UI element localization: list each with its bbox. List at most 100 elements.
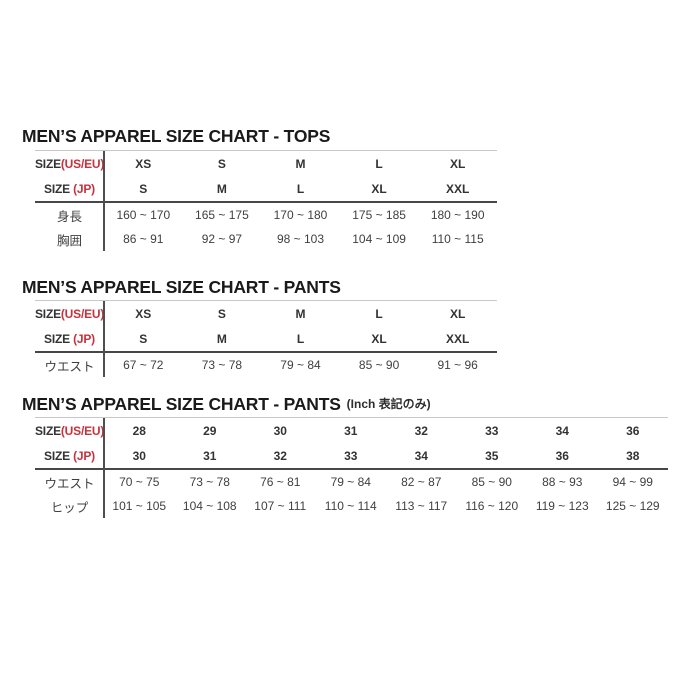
size-cell: 73 ~ 78	[189, 475, 230, 489]
row-label-accent: (JP)	[73, 181, 95, 196]
row-label: SIZE(US/EU)	[35, 307, 104, 321]
header-separator-line	[35, 351, 497, 353]
size-cell: 79 ~ 84	[330, 475, 371, 489]
size-cell: M	[295, 156, 306, 171]
size-cell: 34	[555, 423, 569, 438]
table-row: ウエスト 67 ~ 72 73 ~ 78 79 ~ 84 85 ~ 90 91 ~ 96	[35, 353, 497, 377]
table-row: SIZE (JP) S M L XL XXL	[35, 176, 497, 201]
size-cell: XXL	[446, 331, 470, 346]
row-label: SIZE(US/EU)	[35, 157, 104, 171]
size-cell: 170 ~ 180	[273, 208, 328, 222]
size-cell: M	[216, 181, 227, 196]
header-separator-line	[35, 201, 497, 203]
size-cell: 98 ~ 103	[276, 232, 324, 246]
row-label: ヒップ	[50, 500, 89, 515]
size-cell: 86 ~ 91	[123, 232, 164, 246]
size-cell: L	[296, 331, 305, 346]
row-label-main: SIZE	[44, 448, 74, 463]
size-cell: 29	[203, 423, 217, 438]
row-label: 身長	[56, 209, 82, 224]
size-cell: 104 ~ 109	[352, 232, 406, 246]
size-cell: XL	[450, 306, 466, 321]
size-cell: 30	[132, 448, 146, 463]
table-row: SIZE(US/EU) XS S M L XL	[35, 151, 497, 176]
size-cell: 30	[273, 423, 287, 438]
size-cell: L	[375, 306, 383, 321]
row-label: SIZE(US/EU)	[35, 424, 104, 438]
row-label-accent: (US/EU)	[60, 156, 105, 171]
size-cell: 101 ~ 105	[112, 499, 167, 513]
size-cell: 119 ~ 123	[535, 499, 589, 513]
row-label-main: SIZE	[44, 331, 74, 346]
row-label: ウエスト	[44, 359, 95, 374]
size-cell: 104 ~ 108	[182, 499, 237, 513]
size-cell: S	[139, 181, 148, 196]
label-column-divider-line	[103, 151, 105, 251]
pants-chart-title: MEN’S APPAREL SIZE CHART - PANTS	[22, 277, 341, 298]
size-cell: 38	[626, 448, 640, 463]
row-label: SIZE (JP)	[35, 332, 104, 346]
size-cell: 76 ~ 81	[260, 475, 301, 489]
size-cell: 35	[485, 448, 499, 463]
size-cell: M	[216, 331, 227, 346]
row-label-main: SIZE	[35, 306, 61, 321]
tops-size-table: SIZE(US/EU) XS S M L XL SIZE (JP) S M L XL XXL 身長 160…	[35, 150, 497, 251]
size-cell: 85 ~ 90	[358, 358, 400, 372]
size-cell: 67 ~ 72	[123, 358, 164, 372]
size-cell: 36	[555, 448, 569, 463]
pants-inch-chart-title-text: MEN’S APPAREL SIZE CHART - PANTS	[22, 394, 341, 414]
row-label: SIZE (JP)	[35, 449, 104, 463]
size-cell: XS	[135, 306, 152, 321]
tops-chart-title-text: MEN’S APPAREL SIZE CHART - TOPS	[22, 126, 331, 146]
row-label-main: SIZE	[35, 423, 61, 438]
size-cell: XS	[135, 156, 152, 171]
size-cell: 73 ~ 78	[201, 358, 243, 372]
row-label: ウエスト	[44, 476, 95, 491]
size-cell: 33	[485, 423, 499, 438]
size-cell: 107 ~ 111	[254, 499, 307, 513]
size-cell: 175 ~ 185	[352, 208, 406, 222]
row-label-accent: (JP)	[73, 331, 95, 346]
size-cell: S	[217, 306, 226, 321]
size-cell: XL	[450, 156, 466, 171]
size-cell: 36	[626, 423, 640, 438]
table-row: 胸囲 86 ~ 91 92 ~ 97 98 ~ 103 104 ~ 109 110 ~ 1…	[35, 227, 497, 251]
size-cell: L	[296, 181, 305, 196]
size-cell: XL	[371, 181, 387, 196]
size-cell: 34	[414, 448, 428, 463]
row-label-main: SIZE	[35, 156, 61, 171]
size-cell: S	[139, 331, 148, 346]
size-cell: 70 ~ 75	[119, 475, 160, 489]
pants-inch-size-table: SIZE(US/EU) 28 29 30 31 32 33 34 36 SIZE (JP) 30 31…	[35, 417, 668, 518]
size-cell: 94 ~ 99	[612, 475, 653, 489]
size-cell: 33	[344, 448, 358, 463]
pants-inch-chart-title: MEN’S APPAREL SIZE CHART - PANTS (Inch 表記…	[22, 394, 431, 415]
size-cell: 110 ~ 114	[324, 499, 377, 513]
table-row: ヒップ 101 ~ 105 104 ~ 108 107 ~ 111 110 ~ 114 1…	[35, 494, 668, 518]
size-cell: 82 ~ 87	[401, 475, 442, 489]
label-column-divider-line	[103, 418, 105, 518]
row-label-accent: (JP)	[73, 448, 95, 463]
table-row: 身長 160 ~ 170 165 ~ 175 170 ~ 180 175 ~ 185 18…	[35, 203, 497, 227]
size-cell: XL	[371, 331, 387, 346]
table-row: SIZE (JP) S M L XL XXL	[35, 326, 497, 351]
size-cell: 92 ~ 97	[201, 232, 243, 246]
size-cell: 110 ~ 115	[431, 232, 484, 246]
size-cell: S	[217, 156, 226, 171]
pants-size-table: SIZE(US/EU) XS S M L XL SIZE (JP) S M L XL XXL ウエスト 6…	[35, 300, 497, 377]
size-cell: L	[375, 156, 383, 171]
size-cell: 79 ~ 84	[280, 358, 321, 372]
size-cell: XXL	[446, 181, 470, 196]
tops-chart-title: MEN’S APPAREL SIZE CHART - TOPS	[22, 126, 330, 147]
row-label: SIZE (JP)	[35, 182, 104, 196]
size-cell: 32	[414, 423, 428, 438]
row-label-accent: (US/EU)	[60, 306, 105, 321]
size-cell: 85 ~ 90	[471, 475, 512, 489]
row-label: 胸囲	[56, 233, 82, 248]
header-separator-line	[35, 468, 668, 470]
size-cell: 32	[273, 448, 287, 463]
size-cell: 165 ~ 175	[195, 208, 249, 222]
size-cell: 116 ~ 120	[465, 499, 519, 513]
table-row: ウエスト 70 ~ 75 73 ~ 78 76 ~ 81 79 ~ 84 82 ~ 87 8…	[35, 470, 668, 494]
